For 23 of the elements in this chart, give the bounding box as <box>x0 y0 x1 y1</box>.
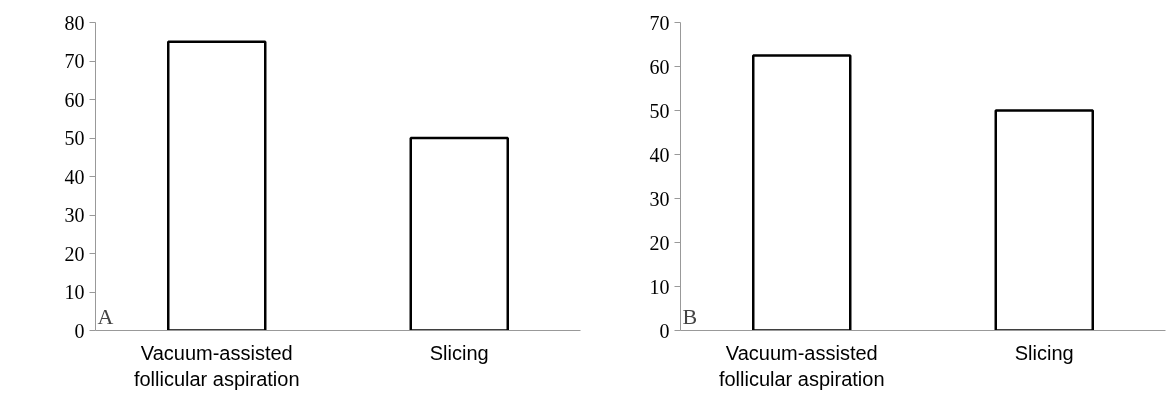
x-tick-label: Slicing <box>429 341 489 364</box>
y-tick-label: 20 <box>649 231 670 254</box>
y-tick-label: 30 <box>649 187 670 210</box>
x-tick-label: Vacuum-assisted follicular aspiration <box>133 341 300 390</box>
x-tick-label: Vacuum-assisted follicular aspiration <box>718 341 885 390</box>
y-tick-label: 50 <box>64 127 85 149</box>
y-tick-label: 10 <box>64 281 85 303</box>
y-tick-label: 70 <box>649 11 670 34</box>
y-tick-label: 70 <box>64 50 85 72</box>
y-tick-label: 40 <box>649 143 670 166</box>
x-tick-label: Slicing <box>1014 341 1074 364</box>
y-tick-label: 40 <box>64 165 85 188</box>
y-tick-label: 60 <box>649 55 670 78</box>
y-tick-label: 0 <box>74 319 85 342</box>
y-tick-label: 0 <box>659 319 670 342</box>
y-tick-label: 60 <box>64 88 85 111</box>
y-tick-label: 20 <box>64 242 85 265</box>
y-tick-label: 80 <box>64 11 85 34</box>
y-tick-label: 30 <box>64 204 85 226</box>
y-tick-label: 10 <box>649 275 670 298</box>
y-tick-label: 50 <box>649 99 670 122</box>
annotation: A <box>97 303 114 329</box>
annotation: B <box>682 303 698 329</box>
